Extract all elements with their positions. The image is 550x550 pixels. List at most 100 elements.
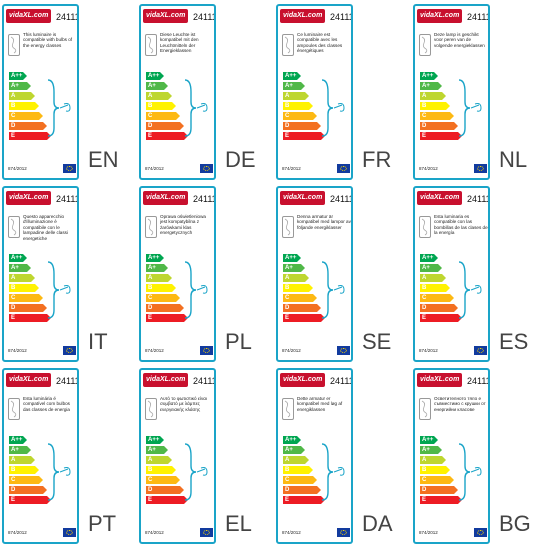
regulation-number: 874/2012: [419, 348, 438, 353]
energy-class-bar: E: [420, 132, 462, 140]
compatibility-box: Oprawa oświetleniowa jest kompatybilna z…: [145, 214, 212, 244]
energy-class-bar: A+: [146, 82, 168, 90]
energy-class-bar: A+: [146, 446, 168, 454]
energy-scale: A++ A+ A B C D E: [9, 436, 51, 506]
vidaxl-logo: vidaXL.com: [143, 191, 189, 205]
language-code: NL: [499, 147, 528, 172]
energy-label-bg: vidaXL.com 241118 Осветителното тяло е с…: [411, 366, 548, 548]
energy-class-bar: A++: [9, 72, 27, 80]
energy-class-bar: B: [420, 466, 450, 474]
energy-class-bar: A: [283, 92, 309, 100]
energy-class-bar: D: [146, 486, 184, 494]
regulation-number: 874/2012: [145, 530, 164, 535]
energy-class-bar: A++: [283, 436, 301, 444]
energy-scale: A++ A+ A B C D E: [9, 254, 51, 324]
energy-class-bar: A+: [283, 264, 305, 272]
energy-class-bar: E: [146, 496, 188, 504]
product-id: 241118: [56, 194, 77, 204]
energy-scale: A++ A+ A B C D E: [283, 72, 325, 142]
eu-flag-icon: [63, 164, 76, 173]
compatibility-box: Deze lamp is geschikt voor peren van de …: [419, 32, 486, 62]
regulation-number: 874/2012: [145, 348, 164, 353]
luminaire-icon: [145, 398, 157, 420]
energy-scale: A++ A+ A B C D E: [420, 254, 462, 324]
luminaire-icon: [419, 34, 431, 56]
compatibility-box: Dette armatur er kompatibel med løg af e…: [282, 396, 349, 426]
energy-class-bar: A+: [146, 264, 168, 272]
luminaire-icon: [282, 398, 294, 420]
energy-label-fr: vidaXL.com 241118 Ce luminaire est compa…: [274, 2, 411, 184]
vidaxl-logo: vidaXL.com: [143, 373, 189, 387]
energy-class-bar: A: [420, 456, 446, 464]
vidaxl-logo: vidaXL.com: [280, 373, 326, 387]
energy-class-bar: B: [9, 284, 39, 292]
energy-class-bar: D: [283, 304, 321, 312]
product-id: 241118: [467, 376, 488, 386]
energy-class-bar: A++: [283, 72, 301, 80]
compatibility-text: Осветителното тяло е съвместимо с крушки…: [434, 396, 486, 412]
label-card: vidaXL.com 241118 Esta luminária é compa…: [2, 368, 79, 544]
energy-class-bar: A: [9, 92, 35, 100]
energy-class-bar: B: [283, 102, 313, 110]
compatibility-box: Denna armatur är kompatibel med lampor a…: [282, 214, 351, 244]
compatibility-text: This luminaire is compatible with bulbs …: [23, 32, 73, 48]
energy-class-bar: A: [420, 92, 446, 100]
vidaxl-logo: vidaXL.com: [280, 9, 326, 23]
product-id: 241118: [56, 12, 77, 22]
energy-class-bar: A+: [9, 446, 31, 454]
compatibility-box: Esta luminaria es compatible con las bom…: [419, 214, 488, 244]
compatibility-text: Esta luminária é compatível com bulbos d…: [23, 396, 70, 412]
class-range-brace-icon: [458, 443, 482, 501]
label-card: vidaXL.com 241118 This luminaire is comp…: [2, 4, 79, 180]
energy-scale: A++ A+ A B C D E: [146, 254, 188, 324]
energy-class-bar: A++: [420, 254, 438, 262]
label-card: vidaXL.com 241118 Осветителното тяло е с…: [413, 368, 490, 544]
label-card: vidaXL.com 241118 Deze lamp is geschikt …: [413, 4, 490, 180]
class-range-brace-icon: [47, 443, 71, 501]
compatibility-box: Осветителното тяло е съвместимо с крушки…: [419, 396, 486, 426]
energy-class-bar: A+: [283, 82, 305, 90]
compatibility-text: Oprawa oświetleniowa jest kompatybilna z…: [160, 214, 206, 236]
label-card: vidaXL.com 241118 Denna armatur är kompa…: [276, 186, 353, 362]
energy-class-bar: A: [146, 456, 172, 464]
label-card: vidaXL.com 241118 Ce luminaire est compa…: [276, 4, 353, 180]
language-code: PT: [88, 511, 117, 536]
product-id: 241118: [193, 376, 214, 386]
eu-flag-icon: [337, 346, 350, 355]
energy-class-bar: D: [146, 122, 184, 130]
regulation-number: 874/2012: [8, 530, 27, 535]
class-range-brace-icon: [184, 261, 208, 319]
compatibility-text: Esta luminaria es compatible con las bom…: [434, 214, 488, 236]
energy-class-bar: D: [420, 486, 458, 494]
luminaire-icon: [282, 34, 294, 56]
compatibility-box: Questo apparecchio d'illuminazione è com…: [8, 214, 75, 244]
label-card: vidaXL.com 241118 Esta luminaria es comp…: [413, 186, 490, 362]
eu-flag-icon: [337, 528, 350, 537]
eu-flag-icon: [63, 528, 76, 537]
energy-class-bar: A: [420, 274, 446, 282]
class-range-brace-icon: [321, 79, 345, 137]
energy-class-bar: B: [146, 466, 176, 474]
class-range-brace-icon: [184, 443, 208, 501]
class-range-brace-icon: [458, 261, 482, 319]
label-card: vidaXL.com 241118 Dette armatur er kompa…: [276, 368, 353, 544]
vidaxl-logo: vidaXL.com: [417, 9, 463, 23]
product-id: 241118: [330, 12, 351, 22]
class-range-brace-icon: [47, 79, 71, 137]
regulation-number: 874/2012: [282, 530, 301, 535]
language-code: DA: [362, 511, 393, 536]
energy-scale: A++ A+ A B C D E: [146, 436, 188, 506]
energy-class-bar: D: [283, 486, 321, 494]
energy-class-bar: C: [146, 112, 180, 120]
energy-class-bar: D: [9, 122, 47, 130]
energy-class-bar: A++: [146, 254, 164, 262]
vidaxl-logo: vidaXL.com: [280, 191, 326, 205]
product-id: 241118: [193, 194, 214, 204]
energy-class-bar: E: [283, 314, 325, 322]
energy-class-bar: A++: [9, 436, 27, 444]
energy-scale: A++ A+ A B C D E: [420, 72, 462, 142]
eu-flag-icon: [63, 346, 76, 355]
energy-class-bar: A: [146, 92, 172, 100]
language-code: FR: [362, 147, 392, 172]
